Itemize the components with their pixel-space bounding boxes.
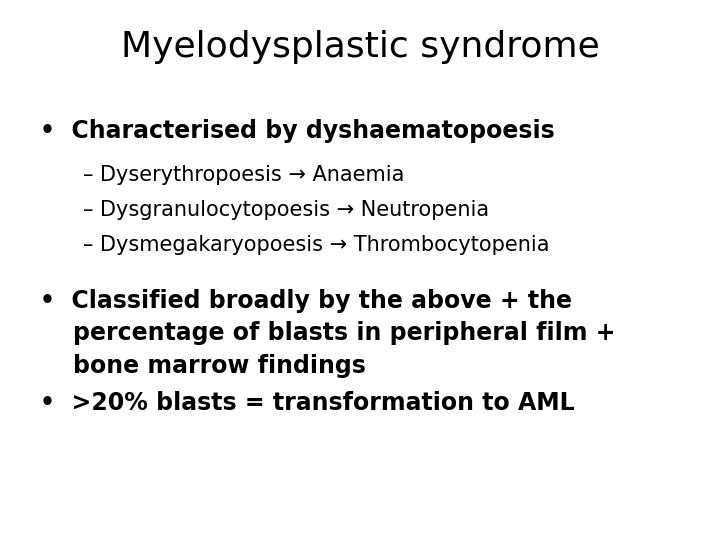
Text: – Dyserythropoesis → Anaemia: – Dyserythropoesis → Anaemia: [83, 165, 404, 185]
Text: •  Characterised by dyshaematopoesis: • Characterised by dyshaematopoesis: [40, 119, 554, 143]
Text: – Dysgranulocytopoesis → Neutropenia: – Dysgranulocytopoesis → Neutropenia: [83, 200, 489, 220]
Text: •  >20% blasts = transformation to AML: • >20% blasts = transformation to AML: [40, 392, 575, 415]
Text: •  Classified broadly by the above + the
    percentage of blasts in peripheral : • Classified broadly by the above + the …: [40, 289, 615, 378]
Text: – Dysmegakaryopoesis → Thrombocytopenia: – Dysmegakaryopoesis → Thrombocytopenia: [83, 235, 549, 255]
Text: Myelodysplastic syndrome: Myelodysplastic syndrome: [121, 30, 599, 64]
